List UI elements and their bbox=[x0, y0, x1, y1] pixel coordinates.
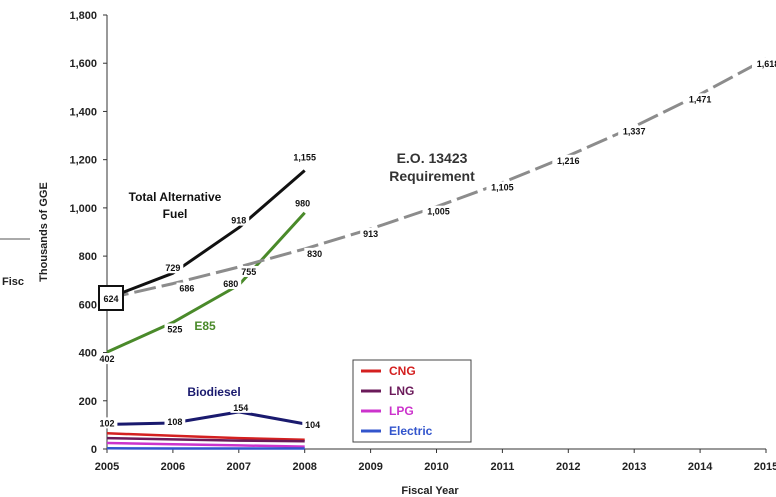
data-label-bg bbox=[220, 278, 242, 290]
data-label-eo: 686 bbox=[179, 284, 194, 294]
data-label-bg bbox=[176, 282, 198, 294]
data-label-bg bbox=[684, 93, 717, 105]
data-label-e85: 680 bbox=[223, 279, 238, 289]
y-tick-label: 0 bbox=[91, 444, 97, 456]
data-label-bg bbox=[288, 151, 321, 163]
legend-box bbox=[352, 359, 472, 443]
annotation-eo-line2: Requirement bbox=[389, 168, 475, 184]
data-label-biodiesel: 108 bbox=[167, 417, 182, 427]
data-label-start-value: 624 bbox=[103, 294, 118, 304]
y-axis-title: Thousands of GGE bbox=[38, 182, 50, 282]
x-tick-label: 2012 bbox=[556, 461, 580, 473]
data-label-bg bbox=[422, 205, 455, 217]
data-label-total: 729 bbox=[165, 263, 180, 273]
data-label-biodiesel: 102 bbox=[99, 418, 114, 428]
data-label-bg bbox=[164, 323, 186, 335]
x-tick-label: 2008 bbox=[292, 461, 316, 473]
x-axis-title: Fiscal Year bbox=[401, 485, 459, 497]
data-labels: 624 729 918 1,155 686 755 830 913 1,005 1,105 1,21… bbox=[96, 57, 776, 430]
legend-label: Electric bbox=[389, 424, 433, 438]
x-tick-label: 2010 bbox=[424, 461, 448, 473]
y-tick-label: 1,000 bbox=[69, 203, 97, 215]
data-label-e85: 525 bbox=[167, 324, 182, 334]
annotation-e85: E85 bbox=[194, 319, 216, 333]
x-tick-label: 2015 bbox=[754, 461, 776, 473]
x-tick-label: 2011 bbox=[490, 461, 514, 473]
data-label-eo: 755 bbox=[241, 267, 256, 277]
data-label-biodiesel: 154 bbox=[233, 403, 248, 413]
data-label-bg bbox=[618, 125, 651, 137]
annotation-eo-line1: E.O. 13423 bbox=[397, 150, 468, 166]
series-line-lng bbox=[106, 436, 305, 443]
data-label-total: 1,155 bbox=[293, 153, 316, 163]
y-tick-label: 600 bbox=[79, 299, 97, 311]
annotation-total-line2: Fuel bbox=[163, 207, 188, 221]
legend-label: CNG bbox=[389, 364, 416, 378]
data-label-total: 918 bbox=[231, 216, 246, 226]
y-tick-label: 1,800 bbox=[69, 10, 97, 22]
data-label-eo: 1,471 bbox=[689, 94, 712, 104]
y-tick-label: 800 bbox=[79, 251, 97, 263]
data-label-bg bbox=[304, 247, 326, 259]
data-label-eo: 1,105 bbox=[491, 183, 514, 193]
series-line-e85 bbox=[106, 211, 306, 354]
series-line-total bbox=[106, 169, 306, 300]
series-line-cng bbox=[106, 432, 305, 442]
y-tick-label: 400 bbox=[79, 348, 97, 360]
data-label-bg bbox=[552, 154, 585, 166]
data-label-bg bbox=[96, 353, 118, 365]
x-tick-label: 2005 bbox=[95, 461, 119, 473]
data-label-bg bbox=[230, 401, 252, 413]
data-label-bg bbox=[302, 418, 324, 430]
series-line-biodiesel bbox=[106, 410, 305, 426]
y-tick-label: 1,400 bbox=[69, 106, 97, 118]
x-tick-label: 2007 bbox=[227, 461, 251, 473]
x-tick-label: 2013 bbox=[622, 461, 646, 473]
tick-labels: 0 200 400 600 800 1,000 1,200 1,400 1,600 1,800 20… bbox=[69, 10, 776, 473]
data-label-bg bbox=[162, 262, 184, 274]
annotation-biodiesel: Biodiesel bbox=[187, 385, 240, 399]
y-tick-label: 1,600 bbox=[69, 58, 97, 70]
data-label-bg bbox=[164, 415, 186, 427]
data-label-eo: 913 bbox=[363, 229, 378, 239]
data-label-bg bbox=[228, 214, 250, 226]
y-tick-label: 1,200 bbox=[69, 155, 97, 167]
cropped-left-text: Fisc bbox=[2, 276, 24, 288]
data-label-bg bbox=[238, 265, 260, 277]
data-label-bg bbox=[752, 57, 776, 69]
legend-label: LNG bbox=[389, 384, 414, 398]
series-line-lpg bbox=[106, 441, 305, 448]
data-label-eo: 1,005 bbox=[427, 207, 450, 217]
data-label-bg bbox=[96, 417, 118, 429]
annotation-total-line1: Total Alternative bbox=[129, 190, 222, 204]
data-label-eo: 1,618 bbox=[757, 59, 776, 69]
legend-label: LPG bbox=[389, 404, 414, 418]
data-label-bg bbox=[292, 197, 314, 209]
x-tick-label: 2009 bbox=[358, 461, 382, 473]
y-tick-label: 200 bbox=[79, 396, 97, 408]
legend-items: CNG LNG LPG Electric bbox=[361, 364, 433, 438]
data-label-eo: 1,337 bbox=[623, 127, 646, 137]
data-label-eo: 1,216 bbox=[557, 156, 580, 166]
data-label-e85: 402 bbox=[99, 354, 114, 364]
legend: CNG LNG LPG Electric bbox=[352, 359, 472, 443]
start-value-box bbox=[98, 285, 124, 311]
data-label-bg bbox=[360, 227, 381, 239]
data-label-e85: 980 bbox=[295, 199, 310, 209]
data-label-bg bbox=[486, 181, 519, 193]
data-label-eo: 830 bbox=[307, 249, 322, 259]
data-label-biodiesel: 104 bbox=[305, 420, 320, 430]
x-tick-label: 2006 bbox=[161, 461, 185, 473]
x-tick-label: 2014 bbox=[688, 461, 713, 473]
